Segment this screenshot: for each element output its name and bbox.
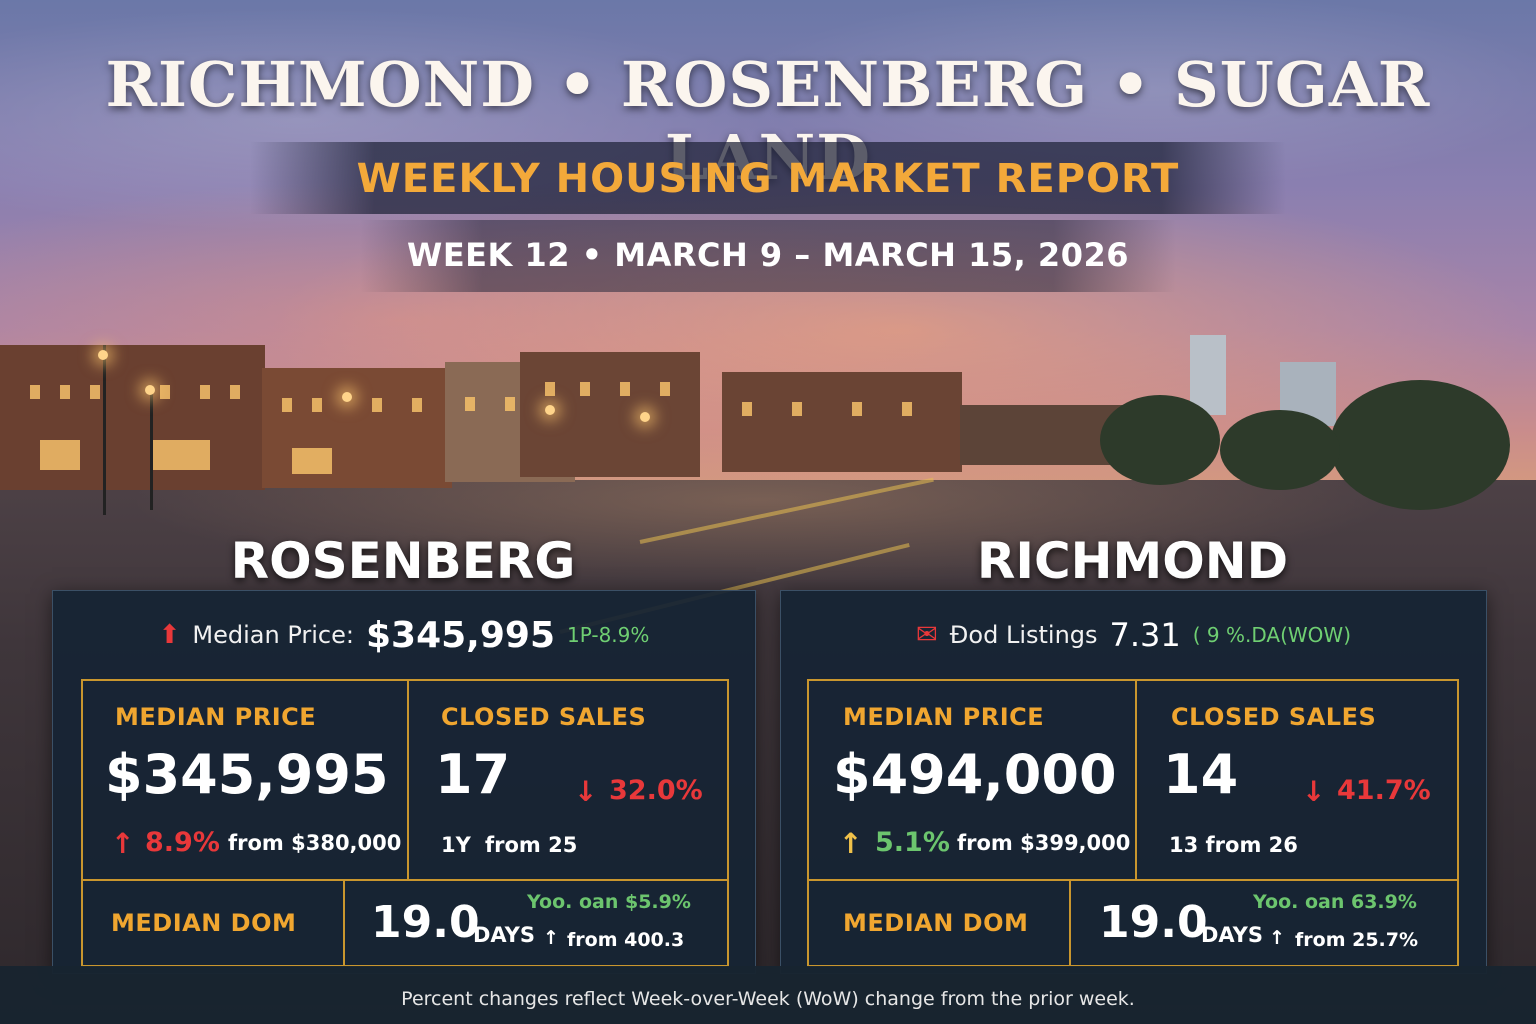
tree	[1220, 410, 1340, 490]
median-dom-box: 19.0 DAYS Yoo. oan 63.9% ↑ from 25.7%	[1069, 879, 1459, 967]
median-dom-value: 19.0	[1099, 897, 1208, 948]
closed-sales-value: 14	[1163, 743, 1239, 806]
median-price-pct: 8.9%	[145, 827, 220, 858]
closed-sales-pct: 32.0%	[609, 775, 703, 806]
up-arrow-icon: ⬆	[158, 620, 181, 650]
median-price-value: $345,995	[105, 743, 389, 806]
closed-sales-label: CLOSED SALES	[1171, 703, 1377, 731]
topline-value: 7.31	[1109, 616, 1181, 654]
median-price-value: $494,000	[833, 743, 1117, 806]
median-price-box: MEDIAN PRICE $494,000 ↑ 5.1% from $399,0…	[807, 679, 1137, 881]
median-price-from: from $399,000	[957, 831, 1131, 855]
topline-richmond: ✉ Ðod Listings 7.31 ( 9 %.DA(WOW)	[781, 611, 1486, 659]
closed-sales-value: 17	[435, 743, 511, 806]
closed-sales-prev: 1Y	[441, 833, 471, 857]
panel-rosenberg: ⬆ Median Price: $345,995 1P-8.9% MEDIAN …	[52, 590, 756, 974]
footer-note: Percent changes reflect Week-over-Week (…	[401, 988, 1135, 1010]
street-lamp	[98, 350, 108, 360]
city-name-richmond: RICHMOND	[976, 532, 1289, 590]
up-arrow-icon: ↑	[543, 927, 559, 949]
street-lamp	[640, 412, 650, 422]
topline-change: ( 9 %.DA(WOW)	[1192, 623, 1351, 647]
median-price-label: MEDIAN PRICE	[843, 703, 1045, 731]
subtitle-band	[250, 142, 1286, 214]
up-arrow-icon: ↑	[111, 827, 135, 860]
up-arrow-icon: ↑	[839, 827, 863, 860]
closed-sales-box: CLOSED SALES 17 ↓ 32.0% 1Y from 25	[407, 679, 729, 881]
street-lamp	[342, 392, 352, 402]
median-dom-label-box: MEDIAN DOM	[81, 879, 345, 967]
street-lamp	[145, 385, 155, 395]
city-name-rosenberg: ROSENBERG	[230, 532, 576, 590]
median-dom-label: MEDIAN DOM	[843, 909, 1029, 937]
closed-sales-label: CLOSED SALES	[441, 703, 647, 731]
median-dom-unit: DAYS	[1201, 923, 1264, 947]
week-range: WEEK 12 • MARCH 9 – MARCH 15, 2026	[407, 236, 1129, 274]
down-arrow-icon: ↓	[1302, 775, 1326, 808]
tree	[1330, 380, 1510, 510]
building	[262, 368, 452, 488]
closed-sales-from: from 25	[485, 833, 578, 857]
median-dom-from: from 400.3	[567, 929, 685, 951]
topline-label: Ðod Listings	[949, 621, 1098, 649]
closed-sales-pct: 41.7%	[1337, 775, 1431, 806]
median-dom-from: from 25.7%	[1295, 929, 1419, 951]
water-tower	[1190, 335, 1226, 415]
footer-band	[0, 966, 1536, 1024]
week-band	[360, 220, 1176, 292]
topline-rosenberg: ⬆ Median Price: $345,995 1P-8.9%	[53, 611, 755, 659]
median-dom-label: MEDIAN DOM	[111, 909, 297, 937]
building	[0, 345, 265, 490]
report-subtitle: WEEKLY HOUSING MARKET REPORT	[356, 156, 1180, 202]
median-price-box: MEDIAN PRICE $345,995 ↑ 8.9% from $380,0…	[81, 679, 409, 881]
panel-richmond: ✉ Ðod Listings 7.31 ( 9 %.DA(WOW) MEDIAN…	[780, 590, 1487, 974]
building	[520, 352, 700, 477]
down-arrow-icon: ↓	[574, 775, 598, 808]
topline-change: 1P-8.9%	[567, 623, 650, 647]
up-arrow-icon: ↑	[1269, 927, 1285, 949]
topline-value: $345,995	[365, 614, 555, 656]
building	[722, 372, 962, 472]
median-price-label: MEDIAN PRICE	[115, 703, 317, 731]
median-dom-yoy: Yoo. oan 63.9%	[1253, 891, 1417, 913]
median-dom-value: 19.0	[371, 897, 480, 948]
median-dom-yoy: Yoo. oan $5.9%	[527, 891, 691, 913]
median-dom-box: 19.0 DAYS Yoo. oan $5.9% ↑ from 400.3	[343, 879, 729, 967]
median-dom-label-box: MEDIAN DOM	[807, 879, 1071, 967]
mail-icon: ✉	[916, 620, 938, 650]
closed-sales-box: CLOSED SALES 14 ↓ 41.7% 13 from 26	[1135, 679, 1459, 881]
topline-label: Median Price:	[192, 621, 354, 649]
tree	[1100, 395, 1220, 485]
median-price-from: from $380,000	[228, 831, 402, 855]
median-price-pct: 5.1%	[875, 827, 950, 858]
median-dom-unit: DAYS	[473, 923, 536, 947]
street-lamp	[545, 405, 555, 415]
closed-sales-from: 13 from 26	[1169, 833, 1298, 857]
